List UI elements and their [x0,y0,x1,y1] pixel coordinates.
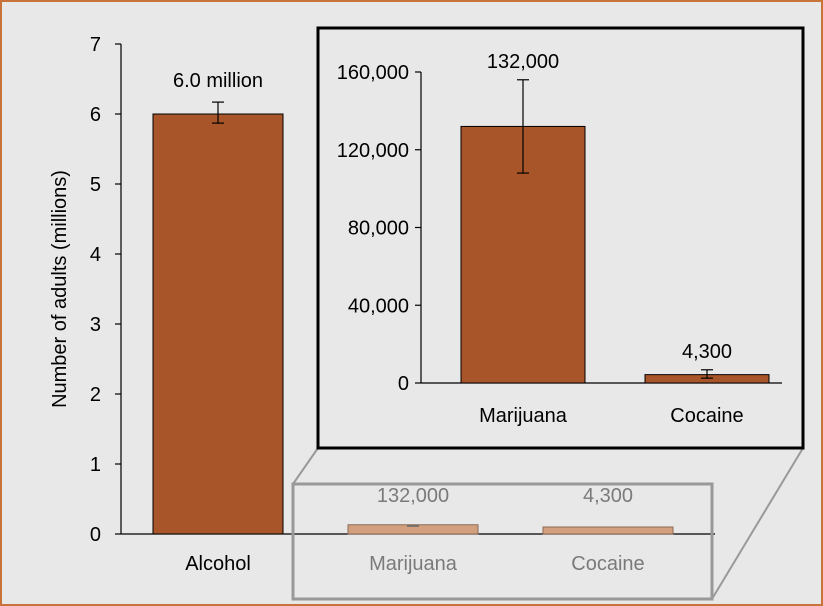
inset-x-axis-ticks: Marijuana Cocaine [479,405,744,427]
inset-error-bar-marijuana [517,79,529,174]
bar-marijuana [347,524,479,535]
inset-error-bar-cocaine [701,369,713,379]
y-axis-ticks: 0 1 2 3 4 5 6 7 [90,34,121,546]
y-tick-label: 5 [90,174,101,196]
inset-data-label-marijuana: 132,000 [487,51,559,73]
error-bars [212,101,419,527]
y-tick-label: 2 [90,384,101,406]
x-tick-label-marijuana: Marijuana [369,553,458,575]
main-chart: Number of adults (millions) 0 1 2 3 4 5 6 7 6.0… [49,34,715,575]
inset-y-tick-label: 0 [398,373,409,395]
inset-y-tick-label: 40,000 [348,295,409,317]
x-axis-ticks: Alcohol Marijuana Cocaine [185,553,645,575]
bar-alcohol [152,113,284,535]
inset-data-label-cocaine: 4,300 [682,341,732,363]
inset-x-tick-label-marijuana: Marijuana [479,405,568,427]
x-tick-label-alcohol: Alcohol [185,553,251,575]
y-axis-title: Number of adults (millions) [49,170,71,408]
error-bar-alcohol [212,101,224,124]
inset-y-tick-label: 120,000 [337,140,409,162]
data-label-cocaine: 4,300 [583,485,633,507]
callout-connector-left [292,447,319,485]
y-tick-label: 3 [90,314,101,336]
data-label-alcohol: 6.0 million [173,70,263,92]
y-tick-label: 1 [90,454,101,476]
y-tick-label: 6 [90,104,101,126]
data-labels: 6.0 million 132,000 4,300 [173,70,633,507]
inset-y-tick-label: 160,000 [337,62,409,84]
x-tick-label-cocaine: Cocaine [571,553,644,575]
y-tick-label: 7 [90,34,101,56]
inset-chart: 0 40,000 80,000 120,000 160,000 132,000 4,300… [316,26,805,450]
bars [152,113,674,535]
inset-x-tick-label-cocaine: Cocaine [670,405,743,427]
inset-data-labels: 132,000 4,300 [487,51,732,363]
data-label-marijuana: 132,000 [377,485,449,507]
bar-cocaine [542,526,674,535]
y-tick-label: 4 [90,244,101,266]
inset-error-bars [517,79,713,379]
inset-y-tick-label: 80,000 [348,218,409,240]
callout-connector-right [711,447,804,600]
inset-y-axis-ticks: 0 40,000 80,000 120,000 160,000 [337,62,421,395]
y-tick-label: 0 [90,524,101,546]
callout-box [291,482,714,601]
